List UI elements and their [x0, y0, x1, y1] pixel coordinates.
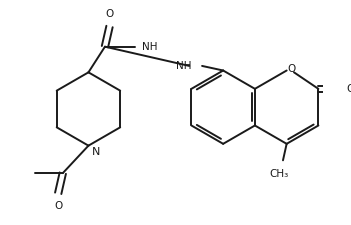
Text: CH₃: CH₃ — [270, 169, 289, 180]
Text: N: N — [92, 147, 100, 157]
Text: O: O — [346, 84, 351, 94]
Text: O: O — [287, 64, 296, 74]
Text: O: O — [105, 9, 114, 19]
Text: O: O — [54, 201, 62, 211]
Text: NH: NH — [141, 42, 157, 52]
Text: NH: NH — [176, 61, 191, 71]
